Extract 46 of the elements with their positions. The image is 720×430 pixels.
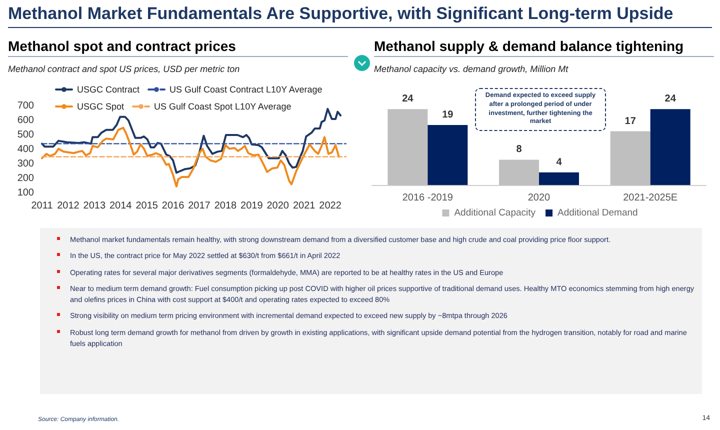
bar	[650, 109, 690, 185]
x-tick-label: 2016	[162, 200, 185, 212]
y-tick-label: 500	[17, 130, 34, 140]
bar	[388, 109, 428, 185]
legend-label: Additional Demand	[558, 208, 638, 218]
x-tick-label: 2011	[31, 200, 54, 212]
y-tick-label: 100	[17, 188, 34, 198]
bar	[428, 124, 468, 185]
chart-title: Methanol supply & demand balance tightening	[374, 38, 714, 57]
x-tick-label: 2013	[83, 200, 106, 212]
data-label: 8	[516, 144, 522, 156]
bar	[499, 160, 539, 185]
legend-label: US Gulf Coast Spot L10Y Average	[154, 102, 292, 112]
data-label: 4	[556, 156, 562, 168]
legend-label: USGC Contract	[77, 84, 140, 94]
y-tick-label: 200	[17, 173, 34, 184]
x-tick-label: 2015	[136, 200, 158, 212]
legend-label: USGC Spot	[77, 102, 125, 112]
line-series	[41, 126, 340, 188]
text: Methanol Market Fundamentals Are Supportive, with Significant Long-term Upside	[8, 4, 712, 28]
x-tick-label: 2017	[188, 200, 211, 212]
y-tick-label: 300	[17, 158, 34, 170]
data-label: 17	[624, 116, 636, 127]
bar	[610, 131, 650, 185]
bar	[539, 172, 579, 185]
y-tick-label: 700	[17, 100, 34, 112]
x-tick-label: 2014	[109, 200, 132, 212]
x-tick-label: 2022	[319, 200, 342, 212]
data-label: 24	[664, 94, 676, 105]
x-tick-label: 2021-2025E	[623, 192, 678, 204]
x-tick-label: 2020	[266, 200, 290, 212]
data-label: 24	[402, 94, 414, 105]
y-tick-label: 600	[17, 115, 34, 126]
legend-label: Additional Capacity	[454, 208, 536, 218]
chart-subtitle: Methanol capacity vs. demand growth, Million Mt	[374, 64, 568, 74]
x-tick-label: 2019	[240, 200, 264, 212]
y-tick-label: 400	[17, 144, 34, 155]
legend-label: US Gulf Coast Contract L10Y Average	[170, 84, 322, 94]
x-tick-label: 2012	[57, 200, 80, 212]
x-tick-label: 2021	[292, 200, 316, 212]
data-label: 19	[442, 109, 454, 120]
x-tick-label: 2020	[528, 192, 551, 204]
x-tick-label: 2016 -2019	[402, 192, 454, 204]
chart-subtitle: Methanol contract and spot US prices, USD per metric ton	[8, 64, 240, 74]
chart-title: Methanol spot and contract prices	[8, 38, 348, 57]
x-tick-label: 2018	[214, 200, 238, 212]
